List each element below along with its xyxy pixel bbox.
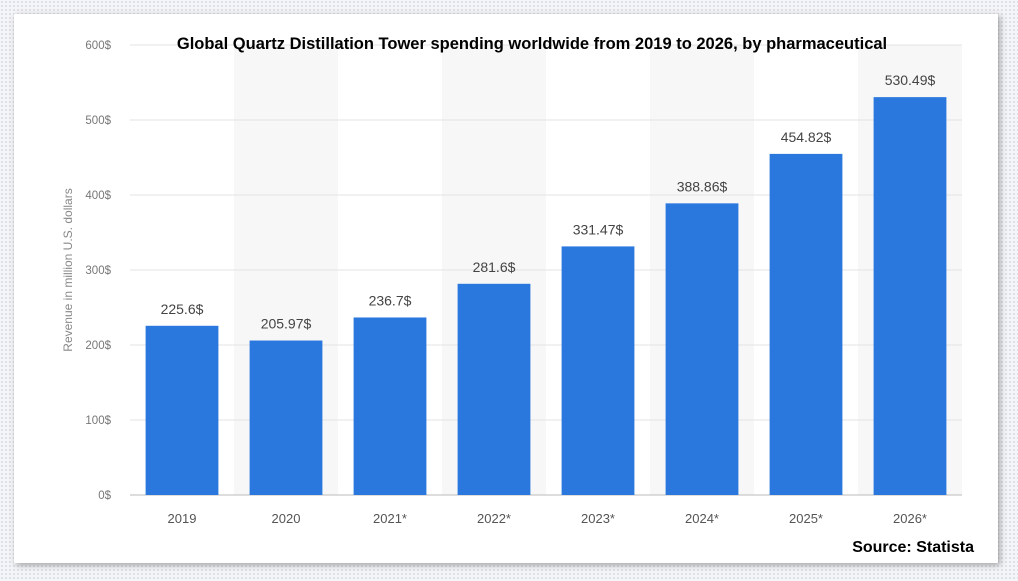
- y-tick-label: 0$: [98, 490, 111, 502]
- x-tick-label: 2022*: [477, 511, 511, 526]
- bars: [145, 97, 947, 496]
- y-tick-label: 500$: [85, 115, 111, 127]
- x-tick-label: 2021*: [373, 511, 407, 526]
- x-tick-label: 2023*: [581, 511, 615, 526]
- data-label: 530.49$: [885, 72, 936, 88]
- bar: [873, 97, 947, 495]
- data-label: 236.7$: [369, 292, 412, 308]
- data-labels: 225.6$ 205.97$ 236.7$ 281.6$ 331.47$ 388.86$ 4…: [161, 72, 936, 331]
- source-label: Source: Statista: [852, 539, 974, 556]
- x-tick-labels: 2019 2020 2021* 2022* 2023* 2024* 2025* 2026*: [168, 511, 927, 526]
- y-tick-label: 200$: [85, 340, 111, 352]
- data-label: 388.86$: [677, 178, 728, 194]
- bar: [249, 340, 323, 495]
- data-label: 205.97$: [261, 316, 312, 332]
- y-tick-label: 300$: [85, 265, 111, 277]
- y-axis-label: Revenue in million U.S. dollars: [61, 188, 75, 351]
- bar: [769, 153, 843, 495]
- bar: [457, 283, 531, 495]
- data-label: 281.6$: [473, 259, 516, 275]
- y-tick-labels: 0$ 100$ 200$ 300$ 400$ 500$ 600$: [85, 40, 111, 502]
- bar: [665, 203, 739, 496]
- y-tick-label: 400$: [85, 190, 111, 202]
- data-label: 454.82$: [781, 129, 832, 145]
- data-label: 331.47$: [573, 221, 624, 237]
- bar: [561, 246, 635, 495]
- x-tick-label: 2024*: [685, 511, 719, 526]
- bar: [145, 325, 219, 495]
- x-tick-label: 2025*: [789, 511, 823, 526]
- x-tick-label: 2019: [168, 511, 197, 526]
- chart-title: Global Quartz Distillation Tower spendin…: [177, 35, 887, 53]
- data-label: 225.6$: [161, 301, 204, 317]
- x-tick-label: 2026*: [893, 511, 927, 526]
- bar: [353, 317, 427, 495]
- y-tick-label: 600$: [85, 40, 111, 52]
- x-tick-label: 2020: [272, 511, 301, 526]
- y-tick-label: 100$: [85, 415, 111, 427]
